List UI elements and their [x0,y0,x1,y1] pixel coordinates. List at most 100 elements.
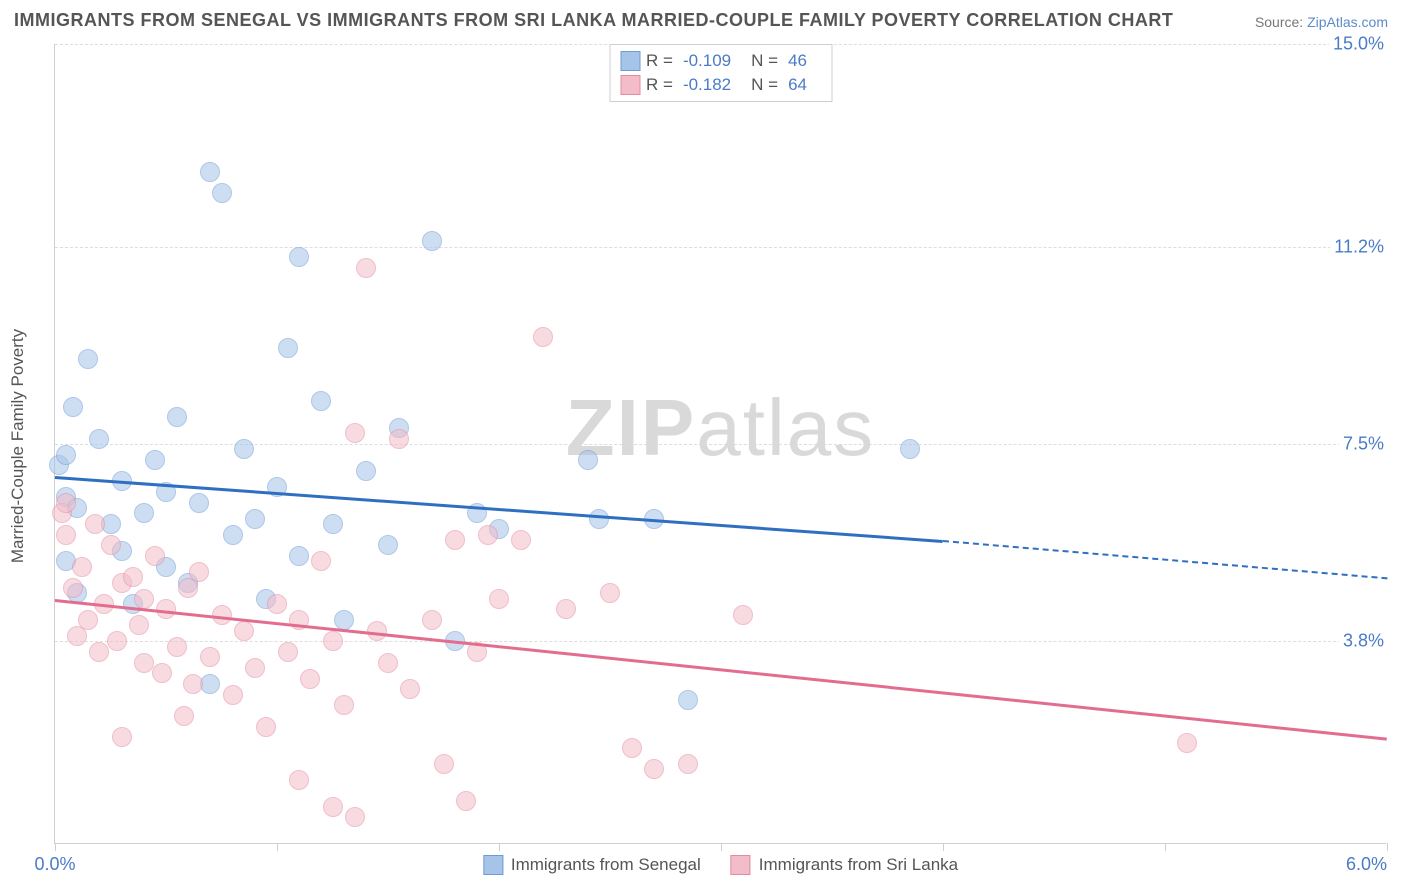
point-senegal [234,439,254,459]
point-srilanka [400,679,420,699]
point-srilanka [434,754,454,774]
x-tick [1387,843,1388,851]
swatch-senegal [620,51,640,71]
r-value-srilanka: -0.182 [683,75,731,95]
point-srilanka [367,621,387,641]
x-tick-label-left: 0.0% [34,854,75,875]
point-srilanka [129,615,149,635]
point-senegal [334,610,354,630]
point-senegal [678,690,698,710]
point-srilanka [107,631,127,651]
y-tick-label: 7.5% [1339,434,1388,455]
point-senegal [900,439,920,459]
point-srilanka [323,631,343,651]
n-value-srilanka: 64 [788,75,807,95]
point-srilanka [63,578,83,598]
x-tick [943,843,944,851]
n-value-senegal: 46 [788,51,807,71]
point-senegal [200,674,220,694]
point-srilanka [478,525,498,545]
point-senegal [200,162,220,182]
point-srilanka [733,605,753,625]
point-srilanka [334,695,354,715]
point-srilanka [223,685,243,705]
point-srilanka [378,653,398,673]
point-senegal [289,546,309,566]
point-srilanka [445,530,465,550]
point-srilanka [134,589,154,609]
point-srilanka [123,567,143,587]
point-srilanka [200,647,220,667]
y-tick-label: 15.0% [1329,34,1388,55]
point-srilanka [167,637,187,657]
point-srilanka [533,327,553,347]
y-tick-label: 11.2% [1330,236,1388,257]
chart-title: IMMIGRANTS FROM SENEGAL VS IMMIGRANTS FR… [14,10,1173,31]
point-senegal [589,509,609,529]
correlation-legend: R = -0.109 N = 46 R = -0.182 N = 64 [609,44,832,102]
r-value-senegal: -0.109 [683,51,731,71]
point-srilanka [234,621,254,641]
swatch-senegal [483,855,503,875]
point-srilanka [78,610,98,630]
x-tick [55,843,56,851]
point-srilanka [678,754,698,774]
legend-row-senegal: R = -0.109 N = 46 [620,49,821,73]
point-srilanka [422,610,442,630]
point-srilanka [323,797,343,817]
gridline [55,641,1386,642]
point-srilanka [1177,733,1197,753]
point-srilanka [456,791,476,811]
legend-item-senegal: Immigrants from Senegal [483,855,701,875]
legend-label-srilanka: Immigrants from Sri Lanka [759,855,958,875]
point-srilanka [311,551,331,571]
point-srilanka [267,594,287,614]
point-senegal [189,493,209,513]
point-srilanka [101,535,121,555]
point-senegal [223,525,243,545]
point-srilanka [511,530,531,550]
point-srilanka [345,423,365,443]
point-srilanka [145,546,165,566]
point-srilanka [345,807,365,827]
point-srilanka [356,258,376,278]
point-srilanka [85,514,105,534]
x-tick [721,843,722,851]
source-link[interactable]: ZipAtlas.com [1307,14,1388,30]
point-srilanka [189,562,209,582]
point-senegal [63,397,83,417]
point-srilanka [89,642,109,662]
point-senegal [422,231,442,251]
point-senegal [167,407,187,427]
gridline [55,247,1386,248]
point-srilanka [245,658,265,678]
watermark-thin: atlas [696,383,875,472]
x-tick [1165,843,1166,851]
point-srilanka [278,642,298,662]
series-legend: Immigrants from Senegal Immigrants from … [483,855,958,875]
n-label: N = [751,51,778,71]
y-tick-label: 3.8% [1339,631,1388,652]
point-srilanka [152,663,172,683]
point-senegal [145,450,165,470]
point-srilanka [56,493,76,513]
y-axis-title: Married-Couple Family Poverty [8,329,28,563]
point-senegal [289,247,309,267]
point-senegal [212,183,232,203]
swatch-srilanka [620,75,640,95]
n-label: N = [751,75,778,95]
gridline [55,444,1386,445]
point-srilanka [183,674,203,694]
legend-row-srilanka: R = -0.182 N = 64 [620,73,821,97]
point-senegal [311,391,331,411]
x-tick [499,843,500,851]
point-srilanka [644,759,664,779]
point-srilanka [174,706,194,726]
regression-line [943,540,1387,579]
legend-item-srilanka: Immigrants from Sri Lanka [731,855,958,875]
point-srilanka [256,717,276,737]
swatch-srilanka [731,855,751,875]
point-srilanka [112,727,132,747]
point-srilanka [489,589,509,609]
point-senegal [356,461,376,481]
